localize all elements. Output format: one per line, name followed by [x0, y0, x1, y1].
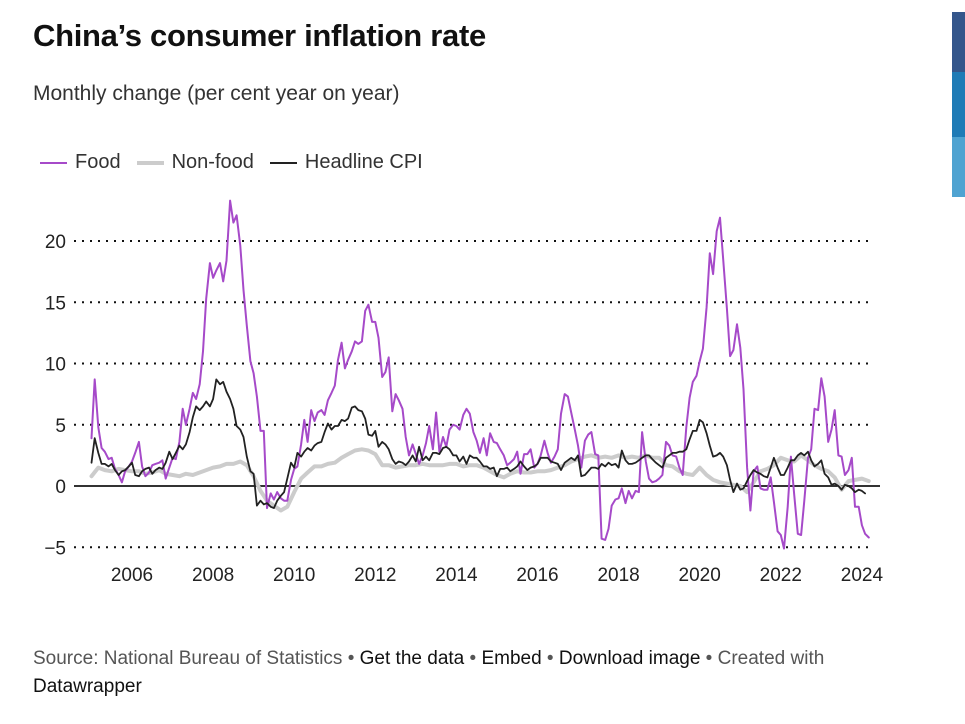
- legend: Food Non-food Headline CPI: [40, 151, 439, 174]
- series-line-food: [90, 199, 870, 550]
- source-text: Source: National Bureau of Statistics: [33, 648, 343, 669]
- accent-bar-mid: [952, 72, 965, 137]
- y-tick-label: 20: [45, 232, 66, 253]
- x-tick-label: 2016: [516, 565, 558, 586]
- x-tick-label: 2008: [192, 565, 234, 586]
- legend-label-headline-cpi: Headline CPI: [304, 151, 423, 173]
- x-tick-label: 2022: [760, 565, 802, 586]
- footer-separator: •: [700, 648, 718, 669]
- datawrapper-link[interactable]: Datawrapper: [33, 676, 142, 697]
- legend-swatch-non-food: [136, 160, 164, 165]
- accent-bar-dark: [952, 12, 965, 72]
- embed-link[interactable]: Embed: [481, 648, 542, 669]
- gridlines: [74, 240, 880, 549]
- y-tick-label: −5: [44, 538, 66, 559]
- footer-separator: •: [541, 648, 559, 669]
- legend-label-food: Food: [75, 151, 121, 173]
- legend-label-non-food: Non-food: [171, 151, 254, 173]
- x-tick-label: 2018: [597, 565, 639, 586]
- y-tick-label: 5: [55, 416, 66, 437]
- footer-separator: •: [464, 648, 482, 669]
- created-with-text: Created with: [717, 648, 825, 669]
- legend-swatch-headline-cpi: [269, 161, 297, 164]
- legend-swatch-food: [40, 161, 67, 164]
- y-tick-label: 15: [45, 293, 66, 314]
- legend-item-headline-cpi: Headline CPI: [269, 151, 423, 174]
- y-tick-label: 10: [45, 355, 66, 376]
- y-tick-label: 0: [55, 477, 66, 498]
- x-tick-label: 2024: [841, 565, 884, 586]
- x-tick-label: 2014: [435, 565, 478, 586]
- chart-title: China’s consumer inflation rate: [33, 18, 486, 53]
- footer-separator: •: [342, 648, 360, 669]
- get-the-data-link[interactable]: Get the data: [359, 648, 465, 669]
- download-image-link[interactable]: Download image: [558, 648, 701, 669]
- legend-item-food: Food: [40, 151, 121, 174]
- footer: Source: National Bureau of Statistics • …: [33, 645, 953, 701]
- chart-subtitle: Monthly change (per cent year on year): [33, 82, 400, 105]
- series-line-headline-cpi: [90, 378, 866, 509]
- accent-bar-light: [952, 137, 965, 197]
- x-tick-label: 2010: [273, 565, 315, 586]
- x-tick-label: 2006: [111, 565, 153, 586]
- x-tick-label: 2012: [354, 565, 396, 586]
- x-axis-ticks: 2006 2008 2010 2012 2014 2016 2018 2020 2022 2024: [111, 565, 884, 586]
- x-tick-label: 2020: [679, 565, 721, 586]
- legend-item-non-food: Non-food: [136, 151, 254, 174]
- y-axis-ticks: −5 0 5 10 15 20: [44, 232, 66, 559]
- series-lines: [89, 199, 871, 550]
